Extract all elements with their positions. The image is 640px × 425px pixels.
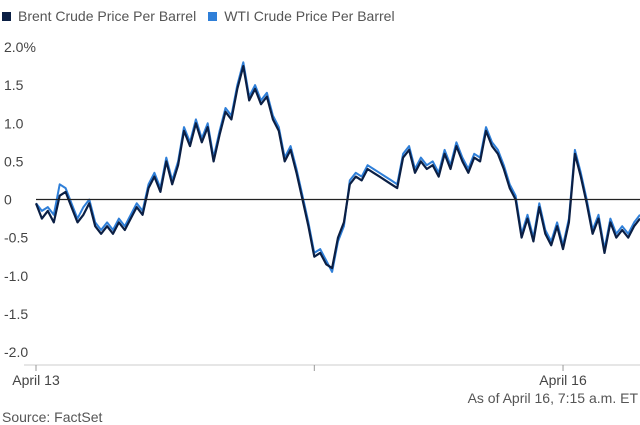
x-tick-label-0: April 13 — [12, 372, 60, 388]
legend-label-wti: WTI Crude Price Per Barrel — [224, 8, 395, 24]
y-tick-label-6: -1.0 — [4, 268, 28, 284]
legend-label-brent: Brent Crude Price Per Barrel — [18, 8, 197, 24]
x-tick-label-2: April 16 — [539, 372, 587, 388]
y-tick-label-1: 1.5 — [4, 77, 24, 93]
y-tick-label-5: -0.5 — [4, 230, 28, 246]
legend-swatch-wti — [208, 11, 218, 21]
y-tick-label-4: 0 — [4, 192, 12, 208]
chart-legend: Brent Crude Price Per Barrel WTI Crude P… — [2, 6, 407, 26]
legend-item-brent: Brent Crude Price Per Barrel — [2, 8, 196, 24]
legend-swatch-brent — [2, 11, 11, 21]
y-tick-label-0: 2.0% — [4, 39, 36, 55]
y-tick-label-2: 1.0 — [4, 115, 24, 131]
y-tick-label-7: -1.5 — [4, 306, 28, 322]
y-tick-label-3: 0.5 — [4, 153, 24, 169]
timestamp-note: As of April 16, 7:15 a.m. ET — [467, 390, 638, 406]
series-line-brent — [34, 65, 640, 270]
y-tick-label-8: -2.0 — [4, 344, 28, 360]
source-note: Source: FactSet — [2, 409, 103, 425]
legend-item-wti: WTI Crude Price Per Barrel — [208, 8, 395, 24]
